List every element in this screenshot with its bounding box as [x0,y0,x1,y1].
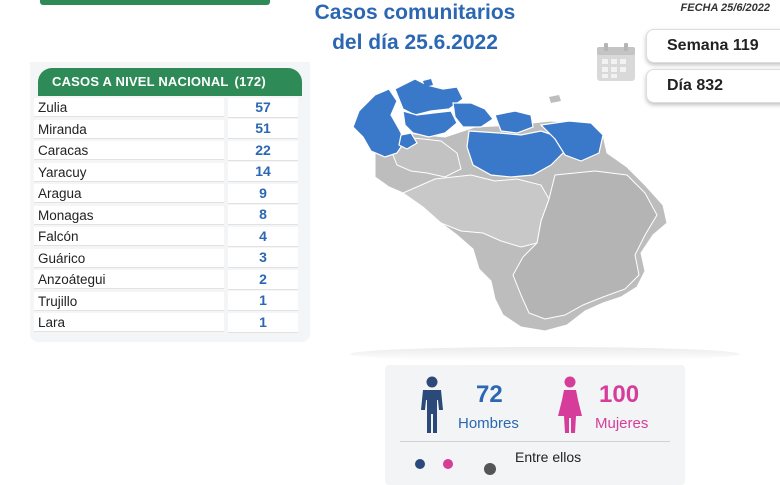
state-name: Lara [34,313,224,333]
gender-divider [400,441,670,442]
page-title: Casos comunitarios del día 25.6.2022 [250,0,580,58]
child-boy-icon [415,459,425,469]
state-name: Anzoátegui [34,270,224,290]
date-label: FECHA 25/6/2022 [680,2,770,14]
state-cases: 3 [228,248,298,269]
state-cases: 22 [228,140,298,161]
women-count: 100 [599,381,640,408]
day-badge: Día 832 [646,69,780,103]
table-row: Anzoátegui 2 [34,269,302,291]
state-name: Yaracuy [34,162,224,182]
cases-table: Zulia 57 Miranda 51 Caracas 22 Yaracuy 14 Ar… [34,97,302,334]
title-line-1: Casos comunitarios [314,1,516,24]
state-name: Falcón [34,227,224,247]
map-base-plains [401,174,550,248]
table-row: Caracas 22 [34,140,302,162]
map-nueva-esparta [549,95,561,103]
state-cases: 51 [228,119,298,140]
state-name: Aragua [34,184,224,204]
state-name: Caracas [34,141,224,161]
gender-panel-shadow [350,347,740,361]
woman-icon [558,376,582,433]
men-label: Hombres [458,415,519,432]
state-cases: 1 [228,312,298,333]
map-monagas [539,120,604,162]
map-trujillo [398,132,418,150]
title-line-2: del día 25.6.2022 [332,31,498,54]
table-row: Falcón 4 [34,226,302,248]
map-miranda-caracas [494,110,534,134]
state-name: Miranda [34,119,224,139]
table-row: Aragua 9 [34,183,302,205]
week-badge: Semana 119 [646,29,780,63]
state-cases: 4 [228,226,298,247]
women-label: Mujeres [595,415,649,432]
map-lara-yaracuy [402,110,458,138]
men-count: 72 [476,381,503,408]
state-name: Zulia [34,98,224,118]
table-row: Miranda 51 [34,119,302,141]
state-name: Trujillo [34,291,224,311]
table-row: Zulia 57 [34,97,302,119]
child-count-icon [484,463,496,475]
top-accent-bar [40,0,270,5]
state-cases: 2 [228,269,298,290]
table-row: Yaracuy 14 [34,162,302,184]
child-girl-icon [443,459,453,469]
table-row: Lara 1 [34,312,302,334]
state-cases: 8 [228,205,298,226]
map-guarico-anzoategui [466,130,566,178]
man-icon [421,376,443,433]
state-name: Guárico [34,248,224,268]
map-central-states [452,102,494,128]
national-cases-label: CASOS A NIVEL NACIONAL [52,74,229,89]
state-name: Monagas [34,205,224,225]
venezuela-map [352,78,668,332]
national-cases-total: (172) [234,74,266,89]
map-zulia [352,88,406,158]
table-row: Guárico 3 [34,248,302,270]
map-base-guayana [512,170,658,320]
state-cases: 14 [228,162,298,183]
calendar-icon [597,43,635,81]
among-them-label: Entre ellos [515,449,582,465]
state-cases: 1 [228,291,298,312]
table-row: Trujillo 1 [34,291,302,313]
table-row: Monagas 8 [34,205,302,227]
national-cases-header: CASOS A NIVEL NACIONAL (172) [38,68,302,96]
state-cases: 57 [228,97,298,118]
state-cases: 9 [228,183,298,204]
map-island [423,79,433,87]
